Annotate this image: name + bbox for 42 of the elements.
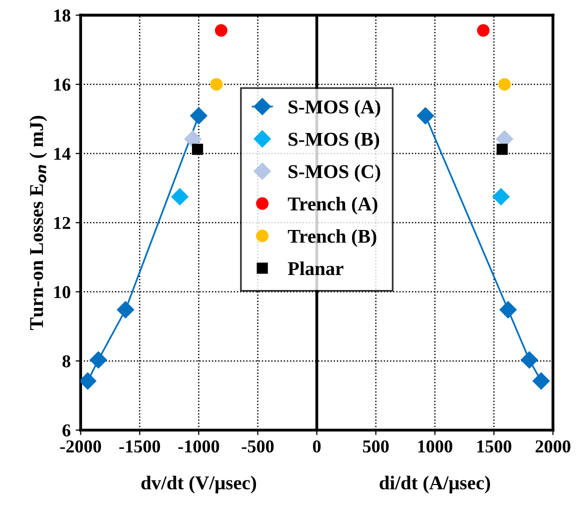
point xyxy=(90,351,107,368)
x-tick-label: -2000 xyxy=(60,440,102,453)
x-tick-label: 500 xyxy=(363,440,389,453)
y-axis-title: Turn-on Losses E$_{on}$ ( mJ) xyxy=(29,116,48,330)
x-tick-label: 2000 xyxy=(536,440,570,453)
point xyxy=(184,130,202,148)
x-axis-title: dv/dt (V/μsec) xyxy=(141,476,256,494)
point xyxy=(116,301,134,318)
point xyxy=(477,24,490,37)
y-tick-label: 16 xyxy=(54,78,70,91)
y-tick-label: 18 xyxy=(54,9,70,22)
y-tick-label: 12 xyxy=(54,216,70,229)
point xyxy=(416,107,434,124)
point xyxy=(192,144,204,155)
point xyxy=(500,301,517,318)
legend-label: S-MOS (B) xyxy=(288,132,380,150)
x-tick-label: -1500 xyxy=(119,440,160,453)
point xyxy=(498,78,511,91)
x-tick-label: 0 xyxy=(312,440,321,453)
point xyxy=(171,188,188,206)
point xyxy=(80,372,96,390)
legend-label: Trench (B) xyxy=(288,229,376,247)
x-tick-label: -1000 xyxy=(178,440,220,453)
legend-label: Planar xyxy=(288,262,344,276)
text: di/dt (A/μsec) xyxy=(380,476,490,494)
y-tick-label: 6 xyxy=(62,424,70,437)
point xyxy=(532,372,550,390)
legend-label: S-MOS (C) xyxy=(288,164,380,182)
legend-label: S-MOS (A) xyxy=(288,100,380,118)
x-tick-label: -500 xyxy=(242,440,274,453)
x-tick-label: 1500 xyxy=(477,440,512,453)
point xyxy=(214,24,228,37)
legend-label: Trench (A) xyxy=(288,196,378,214)
x-tick-label: 1000 xyxy=(418,440,452,453)
point xyxy=(496,144,508,155)
point xyxy=(210,78,223,91)
y-tick-label: 10 xyxy=(54,286,70,298)
point xyxy=(492,188,510,206)
y-tick-label: 14 xyxy=(54,148,71,160)
point xyxy=(520,351,538,368)
y-tick-label: 8 xyxy=(62,355,70,368)
point xyxy=(190,107,208,124)
